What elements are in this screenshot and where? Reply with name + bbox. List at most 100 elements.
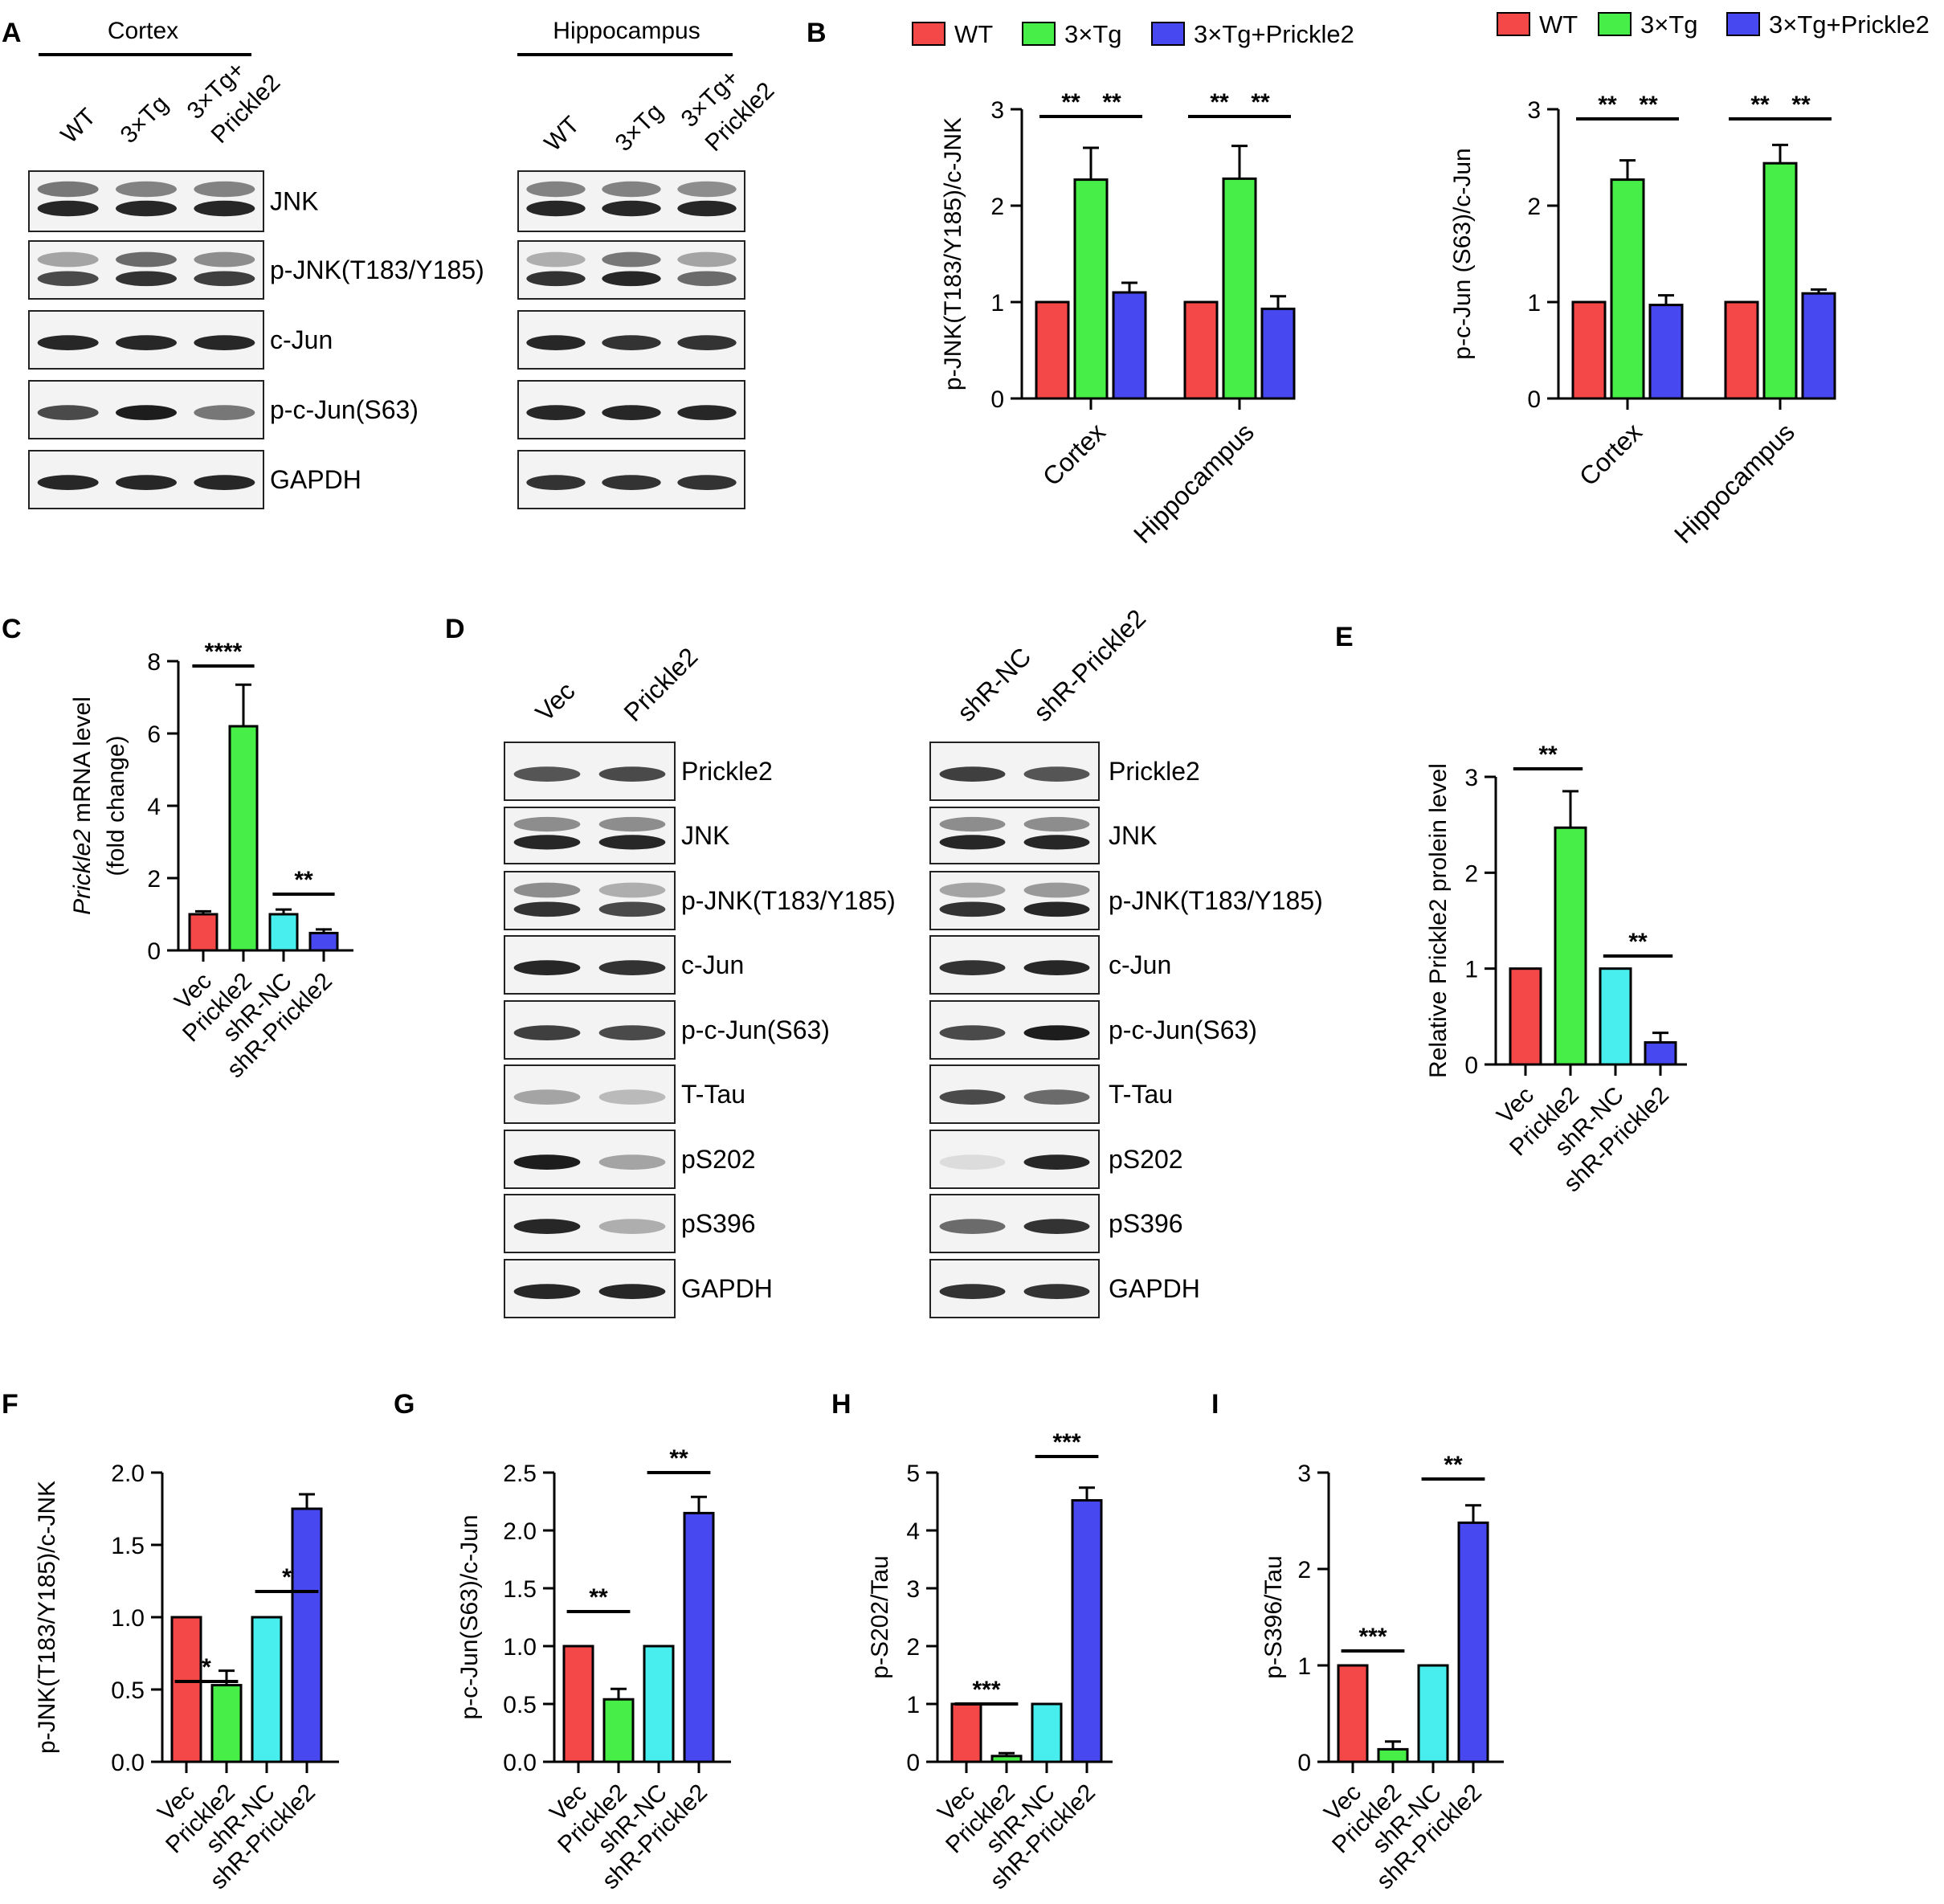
- blotA-band-label-2: c-Jun: [270, 325, 333, 354]
- chart-F-sig-0-sig-label: *: [202, 1654, 211, 1681]
- blot-band: [194, 181, 255, 198]
- blot-frame: [504, 807, 676, 864]
- chart-B1-legend: WT 3×Tg 3×Tg+Prickle2: [912, 20, 1354, 48]
- blot-band: [513, 1219, 581, 1234]
- blot-frame: [929, 807, 1100, 864]
- D-left-blot-1: [504, 807, 676, 864]
- chart-E: 0123VecPrickle2shR-NCshR-Prickle2****Rel…: [1425, 742, 1687, 1197]
- chart-H-bar-1: [990, 1755, 1023, 1763]
- hippo-lane-label-0: WT: [540, 112, 585, 157]
- chart-G-bar-0: [562, 1645, 594, 1763]
- chart-B2-bar-1-2: [1801, 292, 1836, 400]
- hippo-lane-label-1: 3×Tg: [611, 99, 668, 157]
- blot-band: [116, 475, 177, 490]
- D-left-label-4: p-c-Jun(S63): [681, 1015, 830, 1044]
- cortex-blot-3: [28, 380, 264, 439]
- chart-I-bar-2: [1417, 1664, 1449, 1763]
- chart-C-ytick-label: 4: [147, 794, 161, 820]
- D-left-blot-5: [504, 1064, 676, 1124]
- chart-B2-legend-label-0: WT: [1539, 10, 1578, 39]
- blot-band: [513, 1284, 581, 1299]
- blot-band: [37, 251, 99, 268]
- D-right-label-6: pS202: [1109, 1145, 1183, 1174]
- blotA-band-label-0: JNK: [270, 187, 318, 216]
- chart-G-ylabel: p-c-Jun(S63)/c-Jun: [456, 1514, 483, 1719]
- blot-band: [598, 1089, 666, 1105]
- chart-B2-legend-label-2: 3×Tg+Prickle2: [1769, 10, 1930, 39]
- blot-band: [116, 335, 177, 350]
- chart-I-ytick-label: 2: [1297, 1557, 1311, 1583]
- D-left-label-6: pS202: [681, 1145, 756, 1174]
- blot-band: [598, 1284, 666, 1299]
- chart-G-bar-1: [602, 1698, 635, 1763]
- chart-H-ytick-label: 5: [906, 1461, 920, 1487]
- D-left-label-5: T-Tau: [681, 1080, 745, 1109]
- blot-band: [598, 1219, 666, 1234]
- blot-band: [598, 1154, 666, 1170]
- blot-band: [116, 181, 177, 198]
- blot-band: [1023, 816, 1090, 832]
- D-left-label-1: JNK: [681, 821, 729, 850]
- chart-H-ytick-label: 4: [906, 1518, 920, 1545]
- chart-H-ytick-label: 3: [906, 1576, 920, 1603]
- chart-C-ylabel-italic: Prickle2: [69, 829, 96, 915]
- chart-I-ytick-label: 0: [1297, 1750, 1311, 1776]
- panel-letter-G: G: [394, 1389, 415, 1420]
- chart-C-ylabel2: (fold change): [103, 735, 129, 876]
- chart-C-bar-2: [268, 913, 299, 952]
- D-right-blot-6: [929, 1130, 1100, 1189]
- chart-B2-bar-0-1: [1610, 178, 1645, 400]
- chart-B1-sig-b1-sig-label: **: [1251, 89, 1270, 116]
- chart-B2: 0 1 2 3 Cortex ** ** Hippocampus ** ** p-c-Jun (S6…: [1449, 10, 1930, 549]
- blot-band: [116, 200, 177, 217]
- chart-I-sig-1-sig-label: **: [1444, 1452, 1463, 1478]
- blot-frame: [517, 240, 745, 300]
- blot-band: [939, 816, 1006, 832]
- chart-B1-legend-swatch-0: [912, 22, 945, 46]
- blot-band: [1023, 882, 1090, 898]
- chart-G-sig-0-sig-label: **: [589, 1584, 608, 1611]
- chart-C-ytick-label: 6: [147, 721, 161, 748]
- chart-C-ytick-label: 2: [147, 866, 161, 893]
- blotA-band-label-3: p-c-Jun(S63): [270, 395, 419, 424]
- blot-band: [194, 335, 255, 350]
- chart-B2-xlabel-1: Hippocampus: [1668, 417, 1800, 549]
- D-left-label-3: c-Jun: [681, 950, 744, 979]
- chart-B1-bar-0-0: [1035, 300, 1070, 400]
- chart-C-bar-3: [308, 931, 339, 952]
- chart-B1-ytick-label: 3: [990, 97, 1004, 124]
- D-left-label-7: pS396: [681, 1209, 756, 1238]
- blot-band: [677, 475, 737, 490]
- chart-I-ylabel: p-S396/Tau: [1260, 1555, 1287, 1678]
- blot-band: [677, 181, 737, 198]
- panel-letter-C: C: [2, 614, 22, 644]
- chart-B1-ytick-label: 0: [990, 386, 1004, 413]
- D-right-blot-4: [929, 1000, 1100, 1060]
- blot-band: [602, 271, 661, 287]
- D-right-label-5: T-Tau: [1109, 1080, 1173, 1109]
- panel-letter-D: D: [445, 614, 465, 644]
- chart-C-ylabel: Prickle2 mRNA level: [69, 697, 96, 915]
- chart-F-ylabel: p-JNK(T183/Y185)/c-JNK: [34, 1481, 60, 1754]
- blot-frame: [504, 871, 676, 930]
- chart-B1-legend-label-1: 3×Tg: [1064, 20, 1122, 48]
- blot-band: [37, 271, 99, 287]
- blot-band: [1023, 1154, 1090, 1170]
- chart-C-bar-0: [188, 913, 218, 952]
- hippo-blot-1: [517, 240, 745, 300]
- chart-F: 0.00.51.01.52.0VecPrickle2shR-NCshR-Pric…: [34, 1461, 339, 1894]
- blot-band: [37, 475, 99, 490]
- blot-band: [513, 960, 581, 975]
- blot-band: [526, 335, 586, 350]
- chart-B1-bar-1-2: [1260, 307, 1296, 400]
- chart-H-bar-3: [1071, 1499, 1103, 1763]
- chart-G-ytick-label: 0.0: [503, 1750, 537, 1776]
- D-lane-vec: Vec: [529, 676, 580, 727]
- blotA-band-label-1: p-JNK(T183/Y185): [270, 255, 484, 284]
- D-lane-prickle2: Prickle2: [618, 642, 703, 727]
- chart-E-ytick-label: 1: [1464, 957, 1478, 983]
- chart-H-bar-0: [950, 1702, 982, 1763]
- blot-band: [939, 960, 1006, 975]
- blot-band: [526, 475, 586, 490]
- chart-E-bar-3: [1644, 1041, 1677, 1066]
